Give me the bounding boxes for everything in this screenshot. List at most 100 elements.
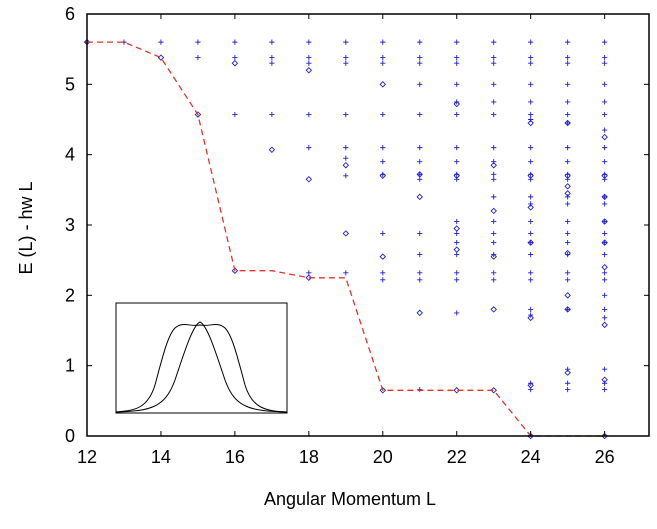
plus-point <box>491 111 497 118</box>
plus-point <box>491 194 497 200</box>
plus-point <box>306 60 312 66</box>
plus-point <box>491 230 497 237</box>
plus-point <box>454 55 460 61</box>
plus-point <box>380 159 386 165</box>
plus-point <box>306 145 312 151</box>
plus-point <box>528 39 534 45</box>
plus-point <box>454 239 460 246</box>
plus-point <box>343 39 349 45</box>
plus-point <box>565 218 571 225</box>
plus-point <box>491 55 497 61</box>
plus-point <box>528 60 534 66</box>
plus-point <box>602 194 608 200</box>
plus-point <box>306 39 312 45</box>
plus-point <box>454 60 460 66</box>
diamond-point <box>305 67 313 74</box>
x-tick-label: 12 <box>77 447 97 467</box>
plus-point <box>417 270 423 276</box>
x-axis-title: Angular Momentum L <box>264 489 436 509</box>
plus-point <box>232 55 238 61</box>
plus-point <box>380 270 386 276</box>
diamond-point <box>601 172 608 180</box>
plus-point <box>491 171 497 177</box>
plus-point <box>232 39 238 45</box>
diamond-point <box>379 172 387 180</box>
plus-point <box>602 230 608 237</box>
diamond-point <box>416 171 423 178</box>
plus-point <box>565 380 571 386</box>
plus-point <box>602 111 608 118</box>
diamond-point <box>453 225 460 232</box>
diamond-point <box>490 161 497 169</box>
diamond-point <box>194 111 202 118</box>
y-tick-label: 2 <box>65 285 75 305</box>
plus-point <box>454 111 460 118</box>
plus-point <box>417 145 423 151</box>
x-tick-label: 26 <box>595 447 615 467</box>
plus-point <box>306 55 312 61</box>
diamond-point <box>564 190 571 197</box>
yrast-line <box>87 41 605 437</box>
diamond-point <box>453 246 460 253</box>
plus-point <box>380 55 386 61</box>
plus-point <box>454 310 460 316</box>
plus-point <box>491 277 497 283</box>
plus-point <box>417 159 423 165</box>
diamond-point <box>601 263 608 271</box>
plus-point <box>528 239 534 246</box>
plus-point <box>565 201 571 207</box>
plus-point <box>602 366 608 372</box>
plus-point <box>454 145 460 151</box>
x-tick-label: 16 <box>225 447 245 467</box>
plus-point <box>343 60 349 66</box>
plus-point <box>528 270 534 276</box>
plus-point <box>491 145 497 151</box>
plus-point <box>602 39 608 45</box>
plus-point <box>454 277 460 283</box>
diamond-point <box>305 176 313 183</box>
plus-point <box>528 194 534 200</box>
plus-point <box>343 270 349 276</box>
plus-point <box>343 145 349 151</box>
plus-point <box>232 111 238 118</box>
plus-point <box>602 145 608 151</box>
diamond-point <box>342 161 350 169</box>
diamond-point <box>379 387 387 394</box>
plus-point <box>602 270 608 276</box>
plus-point <box>343 155 349 161</box>
y-tick-label: 5 <box>65 74 75 94</box>
plus-point <box>565 81 571 87</box>
diamond-point <box>527 204 534 211</box>
diamond-point <box>527 239 534 246</box>
plus-point <box>565 111 571 118</box>
plus-point <box>565 386 571 393</box>
plus-point <box>491 239 497 246</box>
plus-point <box>454 218 460 225</box>
diamond-point <box>527 432 534 440</box>
plus-point <box>528 99 534 105</box>
plus-point <box>417 55 423 61</box>
y-tick-label: 6 <box>65 4 75 24</box>
plus-point <box>491 218 497 225</box>
plus-point <box>380 111 386 118</box>
plus-point <box>565 306 571 312</box>
diamond-point <box>564 306 571 313</box>
y-tick-label: 0 <box>65 426 75 446</box>
plus-point <box>528 81 534 87</box>
plus-point <box>343 55 349 61</box>
plus-point <box>158 39 164 45</box>
plus-point <box>454 39 460 45</box>
diamond-point <box>564 119 571 127</box>
plus-point <box>565 176 571 182</box>
x-tick-label: 14 <box>151 447 171 467</box>
plus-point <box>417 60 423 66</box>
plus-point <box>602 60 608 66</box>
plus-point <box>602 218 608 225</box>
plus-point <box>417 230 423 237</box>
plus-point <box>565 159 571 165</box>
plus-point <box>491 81 497 87</box>
diamond-point <box>453 172 460 180</box>
y-tick-label: 4 <box>65 145 75 165</box>
